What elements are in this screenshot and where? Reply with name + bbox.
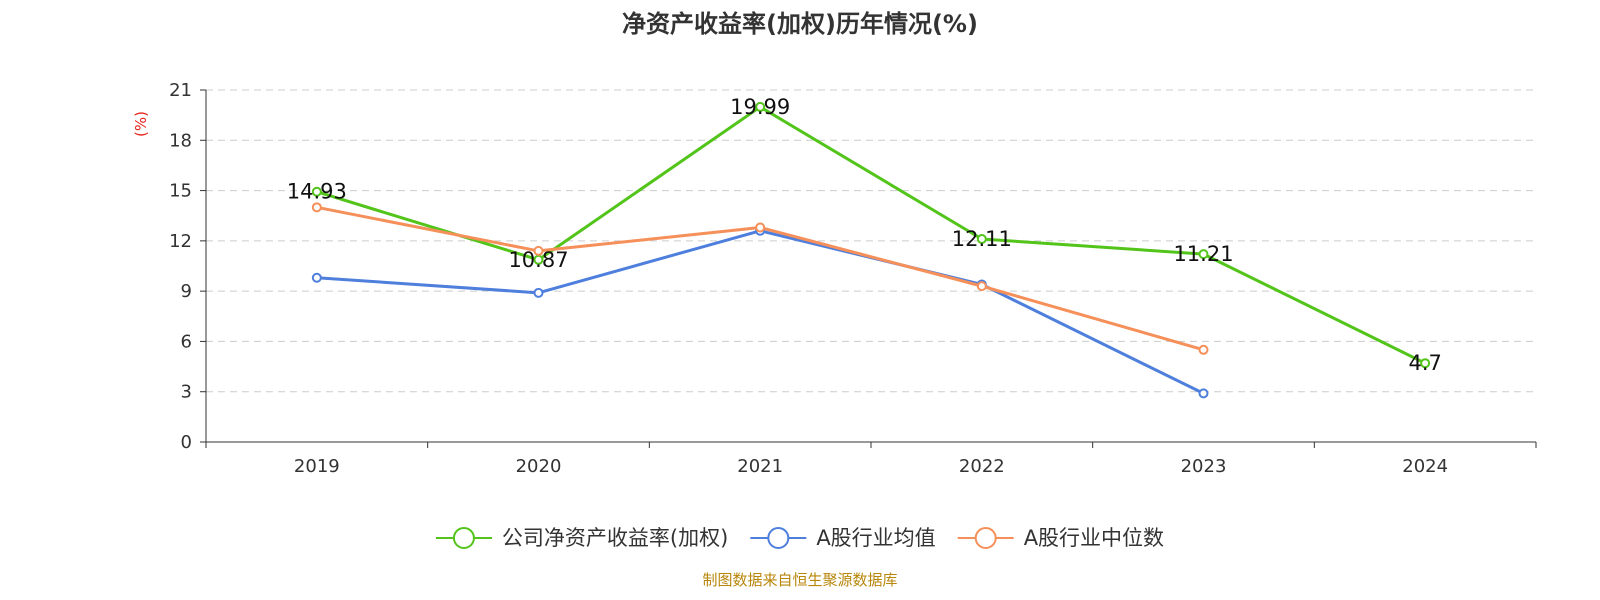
data-point (1198, 388, 1209, 399)
data-label: 12.11 (952, 227, 1012, 251)
y-tick-label: 18 (169, 130, 192, 151)
data-point (533, 245, 544, 256)
data-label: 10.87 (508, 248, 568, 272)
series-lines (311, 101, 1431, 399)
y-axis-unit-label: (%) (132, 111, 150, 137)
legend-circle-icon (767, 527, 790, 549)
legend-label: 公司净资产收益率(加权) (502, 526, 728, 550)
y-tick-label: 9 (181, 281, 192, 302)
data-label: 11.21 (1173, 242, 1233, 266)
data-point (755, 222, 766, 233)
x-tick-label: 2023 (1181, 456, 1227, 477)
data-point (755, 101, 766, 112)
source-note: 制图数据来自恒生聚源数据库 (702, 571, 897, 589)
data-point (311, 202, 322, 213)
legend-item: A股行业均值 (750, 526, 936, 550)
data-label: 14.93 (287, 180, 347, 204)
x-tick-label: 2022 (959, 456, 1005, 477)
data-point (976, 234, 987, 245)
legend: 公司净资产收益率(加权) A股行业均值 A股行业中位数 (435, 526, 1164, 550)
data-point (533, 287, 544, 298)
x-tick-label: 2019 (294, 456, 340, 477)
data-label: 19.99 (730, 95, 790, 119)
legend-circle-icon (452, 527, 475, 549)
legend-circle-icon (974, 527, 997, 549)
legend-label: A股行业中位数 (1024, 526, 1164, 550)
data-point (1420, 358, 1431, 369)
y-tick-label: 21 (169, 80, 192, 101)
data-point (311, 186, 322, 197)
data-point (311, 272, 322, 283)
y-tick-label: 6 (181, 331, 192, 352)
axes: 0 3 6 9 12 15 18 21 2019 2020 2021 2022 2023 2024 (169, 80, 1537, 477)
chart-title: 净资产收益率(加权)历年情况(%) (622, 10, 978, 38)
legend-label: A股行业均值 (816, 526, 935, 550)
x-tick-label: 2021 (737, 456, 783, 477)
data-labels: 14.93 10.87 19.99 12.11 11.21 4.7 (287, 95, 1442, 375)
x-tick-label: 2024 (1402, 456, 1448, 477)
data-point (1198, 344, 1209, 355)
legend-item: 公司净资产收益率(加权) (435, 526, 728, 550)
x-tick-label: 2020 (516, 456, 562, 477)
y-tick-label: 15 (169, 181, 192, 202)
y-tick-label: 3 (181, 382, 192, 403)
grid-lines (206, 89, 1536, 393)
data-point (976, 281, 987, 292)
y-tick-label: 0 (181, 432, 192, 453)
legend-item: A股行业中位数 (957, 526, 1164, 550)
series-line (316, 105, 1426, 365)
y-tick-label: 12 (169, 231, 192, 252)
data-label: 4.7 (1408, 351, 1441, 375)
data-point (1198, 249, 1209, 260)
